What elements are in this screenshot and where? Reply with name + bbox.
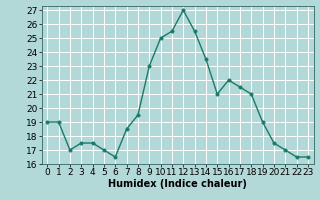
X-axis label: Humidex (Indice chaleur): Humidex (Indice chaleur) [108,179,247,189]
